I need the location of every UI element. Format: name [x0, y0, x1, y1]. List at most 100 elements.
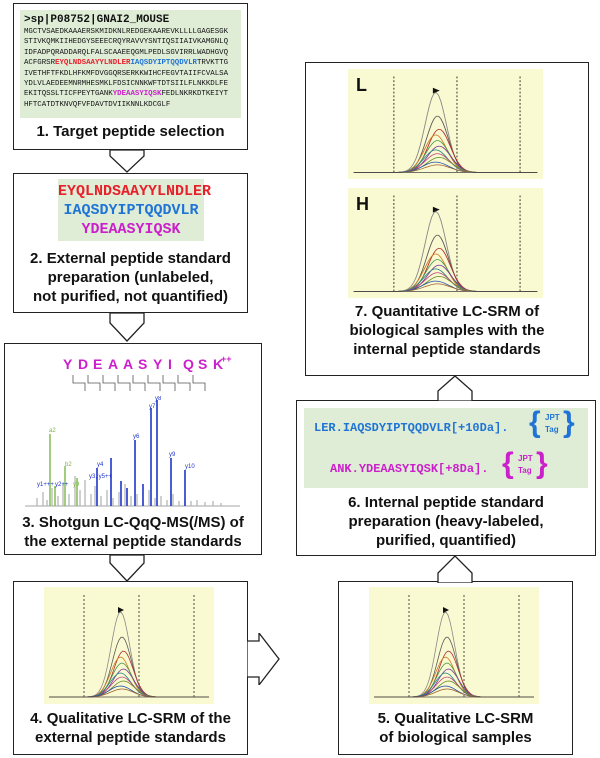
fragment-residue: A	[108, 356, 119, 372]
flank-1: LER.	[314, 421, 343, 435]
jpt-tag-1-top: JPT	[545, 413, 560, 422]
step6-caption-line3: purified, quantified)	[376, 532, 516, 549]
step3-caption-line2: the external peptide standards	[24, 533, 242, 550]
jpt-tag-1-bottom: Tag	[545, 425, 559, 434]
sequence-segment: STIVKQMKIIHEDGYSEEECRQYRAVVYSNTIQSIIAIVK…	[24, 38, 229, 47]
spectrum-peak-label: y9	[169, 452, 176, 458]
chromatogram-trace	[353, 134, 538, 173]
brace-close-icon: }	[563, 406, 575, 439]
step1-caption: 1. Target peptide selection	[36, 123, 225, 140]
step3-caption-line1: 3. Shotgun LC-QqQ-MS(/MS) of	[22, 514, 244, 531]
brace-close-icon: }	[536, 447, 548, 480]
chromatogram-trace	[353, 268, 538, 292]
apex-marker-icon	[118, 607, 124, 613]
chromatogram-trace	[49, 636, 209, 698]
light-chromatogram-traces	[353, 76, 538, 173]
sequence-line: MGCTVSAEDKAAAERSKMIDKNLREDGEKAAREVKLLLLG…	[24, 27, 238, 37]
chromatogram-trace	[374, 685, 534, 698]
chromatogram-trace	[374, 656, 534, 698]
sequence-line: YDLVLAEDEEMNRMHESMKLFDSICNNKWFTDTSIILFLN…	[24, 79, 238, 89]
fragment-residue: K	[213, 356, 224, 372]
spectrum-peak-label: y3, y5++	[89, 474, 113, 480]
chromatogram-trace	[353, 115, 538, 173]
spectrum-peak-label: a2	[49, 428, 56, 434]
spectrum-peak-label: y4	[97, 462, 104, 468]
step2-caption-line2: preparation (unlabeled,	[47, 269, 214, 286]
arrow-down-1	[109, 150, 145, 173]
chromatogram-trace	[49, 685, 209, 698]
step4-chromatogram-traces	[49, 595, 209, 698]
chromatogram-trace	[49, 688, 209, 698]
chromatogram-trace	[374, 636, 534, 698]
charge-label: ++	[221, 354, 232, 364]
spectrum-peak-label: y1+++	[37, 482, 54, 488]
sequence-segment: TRVKTTG	[196, 59, 229, 68]
chromatogram-trace	[353, 164, 538, 173]
peptide-list-panel: EYQLNDSAAYYLNDLER IAQSDYIPTQQDVLR YDEAAS…	[58, 179, 212, 241]
chromatogram-trace	[374, 672, 534, 698]
protein-sequence-panel: >sp|P08752|GNAI2_MOUSE MGCTVSAEDKAAAERSK…	[20, 10, 241, 118]
arrow-up-2	[437, 375, 473, 401]
sequence-segment: IVETHFTFKDLHFKMFDVGGQRSERKKWIHCFEGVTAIIF…	[24, 69, 229, 78]
spectrum-peak-label: y2++	[55, 482, 69, 488]
step2-box: EYQLNDSAAYYLNDLER IAQSDYIPTQQDVLR YDEAAS…	[13, 173, 248, 313]
apex-marker-icon	[432, 206, 440, 213]
chromatogram-trace	[353, 283, 538, 292]
spectrum-peak-label: b2	[65, 462, 72, 468]
arrow-down-3	[109, 555, 145, 582]
chromatogram-trace	[49, 656, 209, 698]
light-panel-label: L	[356, 75, 367, 95]
internal-standard-1: LER.IAQSDYIPTQQDVLR[+10Da].	[314, 418, 508, 436]
apex-marker-icon	[443, 607, 449, 613]
step7-caption-line1: 7. Quantitative LC-SRM of	[354, 303, 540, 320]
heavy-chromatogram: H	[348, 188, 543, 298]
sequence-segment: EKITQSSLTICFPEYTGANK	[24, 90, 113, 99]
brace-open-icon: {	[529, 406, 541, 439]
fragment-residue: Y	[153, 356, 163, 372]
step7-caption-line3: internal peptide standards	[353, 341, 541, 358]
internal-standard-2: ANK.YDEAASYIQSK[+8Da].	[330, 459, 488, 477]
sequence-line: HFTCATDTKNVQFVFDAVTDVIIKNNLKDCGLF	[24, 100, 238, 110]
fragment-residue: D	[78, 356, 89, 372]
fragment-residue: Y	[63, 356, 73, 372]
step6-caption-line1: 6. Internal peptide standard	[348, 494, 544, 511]
peptide-3: YDEAASYIQSK	[81, 221, 181, 238]
step7-caption-line2: biological samples with the	[349, 322, 545, 339]
step4-caption-line2: external peptide standards	[35, 729, 226, 746]
sequence-line: IVETHFTFKDLHFKMFDVGGQRSERKKWIHCFEGVTAIIF…	[24, 69, 238, 79]
step7-box: L H 7. Quantitative LC-SRM of biological…	[305, 62, 589, 376]
flank-2: ANK.	[330, 462, 359, 476]
sequence-segment: ACFGRSR	[24, 59, 56, 68]
arrow-right	[247, 633, 280, 685]
sequence-lines: MGCTVSAEDKAAAERSKMIDKNLREDGEKAAREVKLLLLG…	[24, 27, 238, 110]
chromatogram-trace	[353, 211, 538, 292]
step5-box: 5. Qualitative LC-SRM of biological samp…	[338, 581, 573, 755]
sequence-line: IDFADPQRADDARQLFALSCAAEEQGMLPEDLSGVIRRLW…	[24, 48, 238, 58]
step5-chromatogram-traces	[374, 595, 534, 698]
spectrum-peak-label: y8	[155, 396, 162, 402]
chromatogram-trace	[49, 611, 209, 698]
apex-marker-icon	[432, 87, 440, 94]
step4-box: 4. Qualitative LC-SRM of the external pe…	[13, 581, 248, 755]
step2-caption-line1: 2. External peptide standard	[30, 250, 231, 267]
chromatogram-trace	[353, 280, 538, 292]
sequence-segment: IAQSDYIPTQQDVLR	[130, 59, 197, 68]
sequence-line: EKITQSSLTICFPEYTGANKYDEAASYIQSKFEDLNKRKD…	[24, 89, 238, 99]
sequence-segment: FEDLNKRKDTKEIYT	[161, 90, 229, 99]
sequence-segment: YDLVLAEDEEMNRMHESMKLFDSICNNKWFTDTSIILFLN…	[24, 80, 229, 89]
jpt-tag-2-bottom: Tag	[518, 466, 532, 475]
step5-chromatogram	[369, 587, 539, 704]
spectrum-peak-label: y7	[149, 404, 156, 410]
step5-caption-line1: 5. Qualitative LC-SRM	[377, 710, 534, 727]
fragment-residue: A	[123, 356, 134, 372]
fragment-residue: E	[93, 356, 103, 372]
peptide-1: EYQLNDSAAYYLNDLER	[58, 183, 212, 200]
chromatogram-trace	[353, 161, 538, 173]
step4-caption-line1: 4. Qualitative LC-SRM of the	[30, 710, 231, 727]
sequence-line: STIVKQMKIIHEDGYSEEECRQYRAVVYSNTIQSIIAIVK…	[24, 37, 238, 47]
sequence-header: >sp|P08752|GNAI2_MOUSE	[24, 14, 170, 26]
light-chromatogram: L	[348, 69, 543, 179]
spectrum-peak-label: y10	[185, 464, 195, 470]
step4-chromatogram	[44, 587, 214, 704]
